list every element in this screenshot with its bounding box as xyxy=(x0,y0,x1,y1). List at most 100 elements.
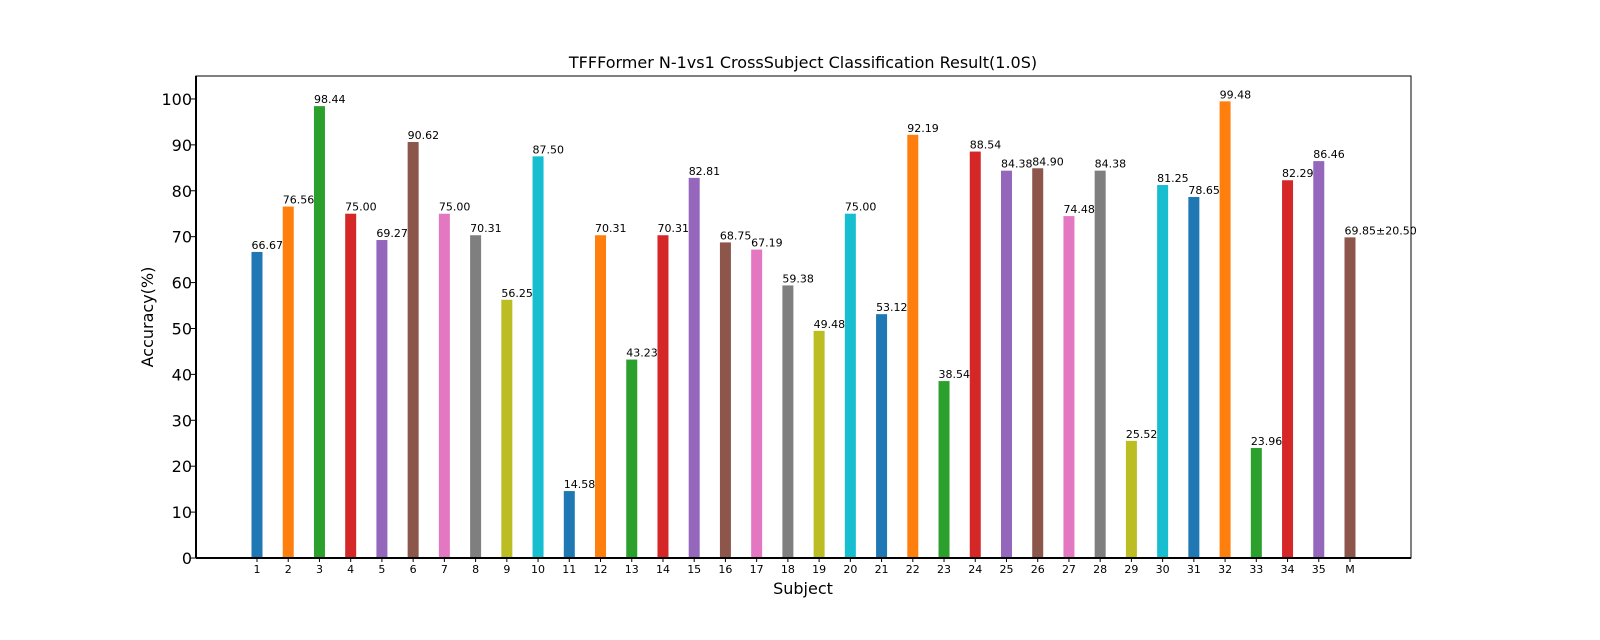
bar-value-label: 43.23 xyxy=(626,347,658,360)
bar xyxy=(1282,180,1294,559)
x-axis-label: Subject xyxy=(773,579,833,598)
bar-value-label: 70.31 xyxy=(470,222,502,235)
x-tick-label: 29 xyxy=(1124,563,1138,576)
bar-value-label: 76.56 xyxy=(283,194,315,207)
bar xyxy=(938,381,950,558)
bar-value-label: 68.75 xyxy=(720,229,752,242)
bar-value-label: 82.81 xyxy=(689,165,721,178)
bar xyxy=(407,142,419,558)
x-tick-label: 8 xyxy=(472,563,479,576)
x-tick-label: 6 xyxy=(410,563,417,576)
bar-value-label: 14.58 xyxy=(564,478,596,491)
bar-value-label: 84.38 xyxy=(1095,158,1127,171)
x-tick-label: 25 xyxy=(999,563,1013,576)
x-tick-label: 19 xyxy=(812,563,826,576)
bar xyxy=(1250,448,1262,558)
bar-value-label: 98.44 xyxy=(314,93,346,106)
y-tick-label: 50 xyxy=(172,319,192,338)
x-tick-label: 1 xyxy=(254,563,261,576)
bar xyxy=(345,213,357,558)
bar-value-label: 23.96 xyxy=(1251,435,1283,448)
bar-value-label: 81.25 xyxy=(1157,172,1189,185)
bar-labels-group: 66.67 76.56 98.44 75.00 69.27 90.62 75.00 70.31… xyxy=(252,88,1417,491)
bar xyxy=(563,491,575,558)
bar xyxy=(1032,168,1044,559)
bar xyxy=(1094,170,1106,558)
bar-value-label: 75.00 xyxy=(439,201,471,214)
bar xyxy=(1063,216,1075,559)
x-tick-label: 10 xyxy=(531,563,545,576)
bar xyxy=(719,242,731,558)
x-tick-label: 26 xyxy=(1031,563,1045,576)
x-tick-label: 17 xyxy=(750,563,764,576)
y-tick-label: 40 xyxy=(172,365,192,384)
x-tick-label: 32 xyxy=(1218,563,1232,576)
bar-value-label: 53.12 xyxy=(876,301,908,314)
x-tick-label: 12 xyxy=(594,563,608,576)
bar-value-label: 67.19 xyxy=(751,237,783,250)
y-tick-label: 60 xyxy=(172,274,192,293)
x-tick-label: 13 xyxy=(625,563,639,576)
bar xyxy=(626,359,638,558)
y-tick-label: 0 xyxy=(182,549,192,568)
x-tick-label: 23 xyxy=(937,563,951,576)
x-tick-label: 30 xyxy=(1156,563,1170,576)
bar xyxy=(751,249,763,558)
bar-value-label: 84.38 xyxy=(1001,158,1033,171)
bar xyxy=(782,285,794,558)
bar-value-label: 86.46 xyxy=(1313,148,1345,161)
bar xyxy=(376,240,388,559)
bar-value-label: 66.67 xyxy=(252,239,284,252)
bar xyxy=(251,251,263,559)
bar xyxy=(844,213,856,558)
bar-value-label: 49.48 xyxy=(814,318,846,331)
bar xyxy=(470,235,482,558)
bar-value-label: 70.31 xyxy=(595,222,627,235)
x-tick-label: 24 xyxy=(968,563,982,576)
bar-value-label: 25.52 xyxy=(1126,428,1158,441)
bar xyxy=(1344,237,1356,559)
bar-value-label: 74.48 xyxy=(1063,203,1095,216)
y-axis: 0 10 20 30 40 50 60 70 80 90 100 xyxy=(161,90,196,568)
y-tick-label: 20 xyxy=(172,457,192,476)
x-tick-label: 28 xyxy=(1093,563,1107,576)
bar-value-label: 90.62 xyxy=(408,129,440,142)
bar xyxy=(1188,196,1200,558)
x-axis: 1 2 3 4 5 6 7 8 9 10 11 12 13 14 15 16 17 18 19 20 21 22 23 24 2… xyxy=(254,558,1355,576)
x-tick-label: 2 xyxy=(285,563,292,576)
bar-value-label: 84.90 xyxy=(1032,155,1064,168)
bar xyxy=(1000,170,1012,558)
x-tick-label: 7 xyxy=(441,563,448,576)
x-tick-label: 5 xyxy=(378,563,385,576)
bar xyxy=(532,156,544,559)
bar xyxy=(813,330,825,558)
x-tick-label: 18 xyxy=(781,563,795,576)
x-tick-label: 14 xyxy=(656,563,670,576)
y-tick-label: 30 xyxy=(172,411,192,430)
bar-value-label: 38.54 xyxy=(939,368,971,381)
y-tick-label: 70 xyxy=(172,228,192,247)
mean-value-label: 69.85±20.50 xyxy=(1345,224,1417,237)
x-tick-label: 20 xyxy=(843,563,857,576)
bar xyxy=(1125,440,1137,558)
bar-value-label: 59.38 xyxy=(782,272,814,285)
x-tick-label: 15 xyxy=(687,563,701,576)
x-tick-label: 21 xyxy=(875,563,889,576)
bar-value-label: 82.29 xyxy=(1282,167,1314,180)
bars-group xyxy=(251,101,1356,559)
x-tick-label: 22 xyxy=(906,563,920,576)
x-tick-label: 16 xyxy=(718,563,732,576)
y-axis-label: Accuracy(%) xyxy=(138,267,157,368)
x-tick-label: 3 xyxy=(316,563,323,576)
bar xyxy=(595,235,607,558)
bar-value-label: 56.25 xyxy=(501,287,533,300)
bar xyxy=(688,177,700,558)
bar xyxy=(876,314,888,558)
bar-value-label: 99.48 xyxy=(1220,88,1252,101)
bar xyxy=(907,134,919,558)
y-tick-label: 10 xyxy=(172,503,192,522)
bar xyxy=(1157,185,1169,558)
bar xyxy=(501,299,513,558)
x-tick-label: 11 xyxy=(562,563,576,576)
bar-value-label: 75.00 xyxy=(845,201,877,214)
